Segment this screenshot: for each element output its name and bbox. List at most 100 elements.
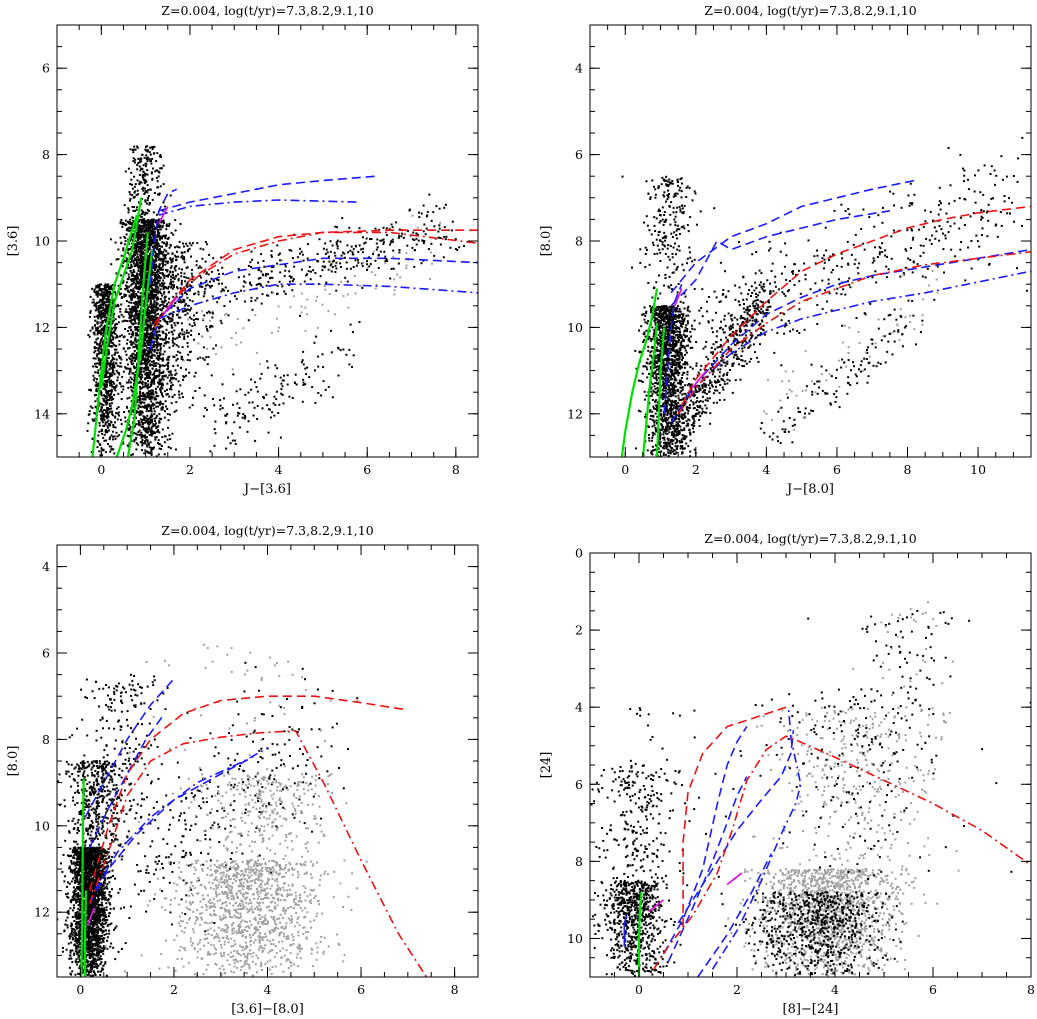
data-point	[127, 347, 129, 350]
data-point	[375, 248, 378, 251]
data-point	[169, 278, 172, 281]
data-point	[153, 304, 156, 307]
data-point	[342, 295, 345, 298]
data-point	[146, 346, 149, 349]
data-point	[142, 340, 145, 343]
data-point	[276, 293, 278, 296]
data-point	[109, 345, 112, 348]
data-point	[250, 284, 253, 287]
data-point	[145, 154, 148, 157]
data-point	[94, 365, 97, 368]
data-point	[108, 293, 111, 296]
data-point	[132, 148, 135, 151]
data-point	[152, 330, 155, 333]
data-point	[689, 450, 692, 453]
data-point	[233, 421, 236, 424]
data-point	[156, 316, 159, 319]
data-point	[139, 292, 142, 295]
data-point	[103, 290, 106, 293]
data-point	[152, 242, 155, 245]
data-point	[301, 253, 304, 256]
data-point	[172, 311, 175, 314]
data-point	[256, 418, 259, 420]
data-point	[96, 337, 99, 340]
data-point	[176, 245, 179, 248]
data-point	[134, 239, 137, 242]
data-point	[195, 260, 198, 263]
data-point	[160, 418, 163, 421]
data-point	[120, 292, 122, 295]
data-point	[111, 354, 114, 357]
data-point	[132, 259, 135, 262]
data-point	[120, 365, 123, 368]
data-point	[222, 272, 224, 275]
data-point	[423, 223, 426, 226]
data-point	[109, 384, 111, 387]
data-point	[357, 259, 360, 262]
data-point	[185, 331, 188, 334]
data-point	[180, 283, 183, 286]
data-point	[139, 380, 141, 383]
data-point	[133, 439, 136, 441]
data-point	[271, 276, 274, 279]
data-point	[163, 291, 166, 294]
data-point	[158, 290, 161, 293]
data-point	[150, 302, 153, 305]
data-point	[144, 200, 147, 203]
data-point	[98, 442, 101, 445]
data-point	[389, 241, 392, 244]
data-point	[183, 251, 186, 254]
data-point	[132, 196, 135, 199]
data-point	[97, 359, 100, 362]
data-point	[173, 329, 176, 332]
data-point	[122, 388, 125, 391]
data-point	[148, 151, 151, 154]
data-point	[277, 330, 280, 333]
data-point	[132, 346, 135, 348]
data-point	[152, 307, 155, 310]
data-point	[98, 430, 101, 433]
data-point	[265, 272, 268, 275]
data-point	[146, 353, 149, 356]
data-point	[204, 284, 207, 287]
data-point	[170, 376, 172, 379]
data-point	[110, 407, 113, 410]
data-point	[144, 353, 147, 356]
data-point	[159, 349, 162, 352]
data-point	[105, 301, 108, 304]
data-point	[157, 323, 160, 325]
data-point	[145, 163, 148, 166]
data-point	[89, 311, 92, 314]
data-point	[156, 381, 159, 384]
data-point	[217, 269, 220, 272]
data-point	[166, 388, 168, 391]
data-point	[324, 288, 327, 291]
data-point	[126, 320, 129, 323]
data-point	[339, 262, 342, 265]
data-point	[126, 339, 129, 341]
data-point	[259, 362, 261, 365]
data-point	[88, 410, 91, 413]
data-point	[149, 253, 152, 256]
data-point	[456, 249, 459, 251]
x-tick-label: 2	[186, 462, 194, 477]
data-point	[146, 272, 149, 275]
data-point	[113, 358, 116, 361]
data-point	[145, 212, 148, 215]
data-point	[135, 355, 138, 358]
data-point	[276, 367, 279, 370]
data-point	[140, 221, 143, 224]
data-point	[135, 436, 138, 439]
data-point	[176, 287, 179, 290]
data-point	[172, 257, 174, 260]
data-point	[160, 402, 163, 405]
data-point	[157, 254, 160, 257]
data-point	[100, 304, 102, 307]
data-point	[98, 350, 101, 353]
y-tick-label: 8	[42, 147, 50, 162]
data-point	[159, 283, 162, 286]
data-point	[168, 313, 171, 316]
data-point	[139, 368, 142, 371]
data-point	[136, 244, 139, 247]
data-point	[369, 238, 371, 241]
